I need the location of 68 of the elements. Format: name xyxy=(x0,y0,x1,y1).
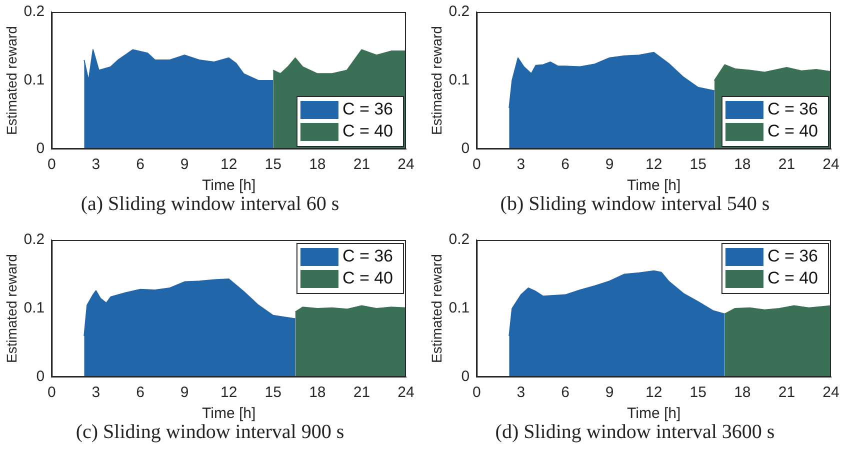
legend-label: C = 36 xyxy=(767,246,818,266)
x-tick-label: 3 xyxy=(516,156,526,174)
y-tick-label: 0.2 xyxy=(448,231,470,248)
legend-label: C = 36 xyxy=(767,100,818,119)
x-tick-label: 9 xyxy=(180,156,189,174)
x-tick-label: 18 xyxy=(309,156,326,174)
x-axis-title: Time [h] xyxy=(627,405,681,422)
y-axis-title: Estimated reward xyxy=(3,26,20,135)
y-tick-label: 0.1 xyxy=(24,300,45,317)
x-axis-title: Time [h] xyxy=(202,405,256,422)
legend-label: C = 40 xyxy=(342,122,393,141)
x-tick-label: 6 xyxy=(561,156,570,174)
x-tick-label: 21 xyxy=(778,156,796,174)
text: (b) Sliding window interval 540 s xyxy=(499,193,771,216)
x-tick-label: 0 xyxy=(47,384,56,402)
x-tick-label: 6 xyxy=(136,156,144,174)
y-tick-label: 0.2 xyxy=(24,231,45,248)
x-tick-label: 21 xyxy=(353,156,370,174)
x-tick-label: 15 xyxy=(690,156,706,174)
y-tick-label: 0.1 xyxy=(448,300,470,317)
y-tick-label: 0 xyxy=(461,368,470,386)
x-tick-label: 24 xyxy=(398,156,414,174)
y-tick-label: 0.1 xyxy=(24,72,45,89)
x-tick-label: 12 xyxy=(645,156,662,174)
x-tick-label: 21 xyxy=(778,384,796,402)
x-tick-label: 0 xyxy=(47,156,56,174)
x-tick-label: 15 xyxy=(264,384,282,402)
x-tick-label: 12 xyxy=(220,156,238,174)
x-tick-label: 9 xyxy=(605,384,614,402)
y-axis-title: Estimated reward xyxy=(428,254,444,363)
x-axis-title: Time [h] xyxy=(202,177,256,194)
x-tick-label: 12 xyxy=(645,384,662,402)
y-tick-label: 0 xyxy=(36,140,45,158)
y-tick-label: 0.1 xyxy=(448,72,470,89)
x-tick-label: 15 xyxy=(264,156,282,174)
x-axis-title: Time [h] xyxy=(627,177,681,194)
x-tick-label: 0 xyxy=(472,384,481,402)
legend-label: C = 40 xyxy=(767,268,818,288)
x-tick-label: 3 xyxy=(92,384,100,402)
series-label: C = 40 xyxy=(767,122,818,141)
x-tick-label: 9 xyxy=(605,156,614,174)
y-axis-title: Estimated reward xyxy=(3,254,20,363)
text: (d) Sliding window interval 3600 s xyxy=(494,421,776,444)
x-tick-label: 6 xyxy=(561,384,570,402)
x-tick-label: 9 xyxy=(180,384,189,402)
x-tick-label: 0 xyxy=(472,156,481,174)
y-tick-label: 0 xyxy=(36,368,45,386)
legend-label: C = 40 xyxy=(342,268,393,288)
text: (a) Sliding window interval 60 s xyxy=(80,193,340,216)
x-tick-label: 21 xyxy=(353,384,370,402)
legend-label: C = 36 xyxy=(342,246,393,266)
x-tick-label: 6 xyxy=(136,384,144,402)
x-tick-label: 24 xyxy=(398,384,414,402)
x-tick-label: 24 xyxy=(822,156,840,174)
x-tick-label: 12 xyxy=(220,384,238,402)
y-axis-title: Estimated reward xyxy=(428,26,444,135)
y-tick-label: 0 xyxy=(461,140,470,158)
y-tick-label: 0.2 xyxy=(24,3,45,20)
legend-label: C = 36 xyxy=(342,100,393,119)
x-tick-label: 24 xyxy=(822,384,840,402)
x-tick-label: 18 xyxy=(734,156,751,174)
x-tick-label: 15 xyxy=(690,384,706,402)
y-tick-label: 0.2 xyxy=(448,3,470,20)
x-tick-label: 18 xyxy=(309,384,326,402)
x-tick-label: 18 xyxy=(734,384,751,402)
text: (c) Sliding window interval 900 s xyxy=(74,421,346,444)
x-tick-label: 3 xyxy=(92,156,100,174)
x-tick-label: 3 xyxy=(516,384,526,402)
